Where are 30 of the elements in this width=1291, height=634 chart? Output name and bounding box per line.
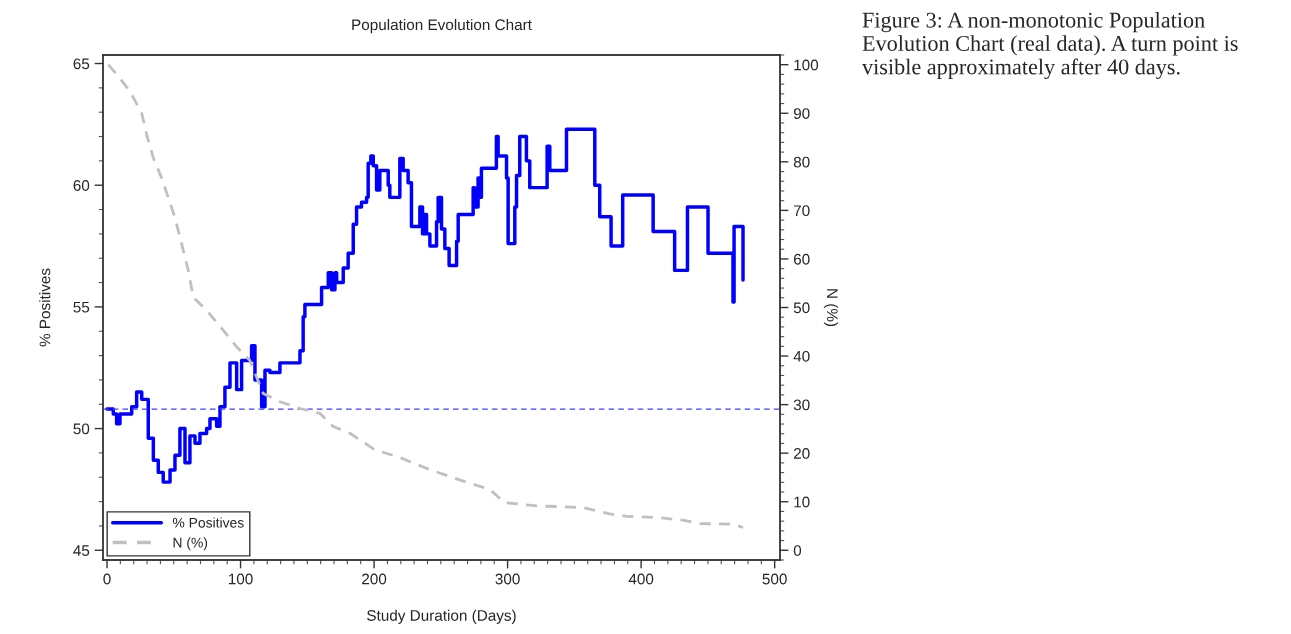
- y2-tick-label: 90: [793, 108, 810, 119]
- y-tick-label: 60: [73, 180, 90, 191]
- y2-tick-label: 40: [793, 350, 810, 362]
- line-series: [106, 63, 745, 529]
- y2-tick-label: 70: [793, 205, 810, 217]
- chart-title: Population Evolution Chart: [352, 18, 532, 34]
- y-tick-label: 45: [73, 545, 90, 556]
- y2-tick-label: 80: [793, 156, 810, 168]
- x-tick-label: 100: [228, 573, 253, 585]
- x-tick-label: 300: [495, 573, 520, 585]
- y2-tick-label: 60: [793, 253, 810, 265]
- x-tick-label: 400: [628, 573, 654, 585]
- x-tick-label: 500: [762, 573, 787, 585]
- y2-axis-title: N (%): [823, 289, 839, 327]
- y2-tick-label: 0: [793, 545, 802, 556]
- y-tick-label: 65: [73, 58, 90, 70]
- y2-tick-label: 30: [793, 399, 810, 411]
- legend-label: N (%): [173, 537, 208, 551]
- y-tick-label: 50: [73, 423, 90, 435]
- y-axis-title: % Positives: [39, 268, 51, 347]
- y2-tick-label: 20: [793, 448, 810, 459]
- x-axis-title: Study Duration (Days): [367, 609, 516, 624]
- x-tick-label: 200: [362, 573, 387, 585]
- y2-tick-label: 50: [793, 302, 810, 314]
- legend-label: % Positives: [172, 517, 244, 528]
- y2-tick-label: 10: [794, 496, 810, 508]
- y-tick-label: 55: [73, 301, 90, 313]
- x-tick-label: 0: [103, 573, 111, 585]
- y2-tick-label: 100: [794, 59, 819, 71]
- caption: Figure 3: A non-monotonic Population Evolution Chart (real data). A turn point is visible approximately after 40 days.: [862, 12, 1238, 80]
